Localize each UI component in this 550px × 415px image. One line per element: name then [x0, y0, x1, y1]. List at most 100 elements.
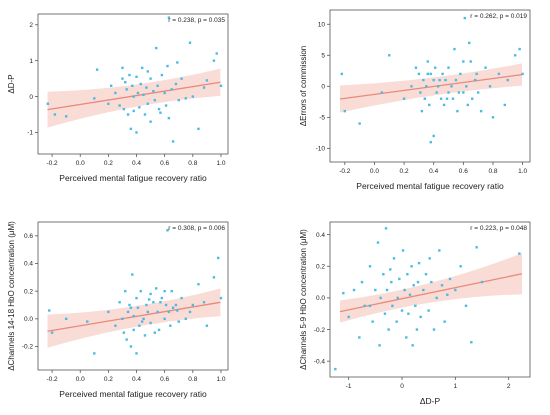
- data-point: [202, 86, 206, 89]
- data-point: [384, 227, 388, 230]
- data-point: [352, 288, 356, 292]
- data-point: [358, 336, 361, 339]
- data-point: [149, 120, 152, 123]
- data-point: [131, 273, 134, 276]
- data-point: [459, 265, 462, 268]
- data-point: [129, 345, 133, 348]
- data-point: [138, 324, 141, 327]
- data-point: [456, 109, 459, 113]
- data-point: [491, 116, 495, 119]
- data-point: [435, 296, 438, 300]
- stats-annotation: r = 0.262, p = 0.019: [470, 13, 527, 20]
- data-point: [410, 85, 413, 88]
- data-point: [426, 60, 429, 63]
- data-point: [374, 288, 377, 292]
- data-point: [188, 41, 192, 44]
- data-point: [131, 84, 134, 87]
- x-tick-label: 2: [507, 383, 511, 390]
- x-tick-label: -0.2: [46, 160, 58, 167]
- x-tick-label: 0.8: [188, 160, 197, 167]
- x-tick-label: 1.0: [518, 168, 527, 175]
- data-point: [424, 272, 428, 276]
- data-point: [450, 85, 453, 88]
- data-point: [132, 95, 135, 98]
- data-point: [408, 293, 412, 296]
- data-point: [415, 328, 419, 331]
- data-point: [149, 292, 152, 296]
- y-tick-label: -0.4: [314, 358, 326, 365]
- data-point: [468, 41, 471, 45]
- data-point: [433, 66, 437, 69]
- data-point: [157, 107, 161, 111]
- data-point: [518, 252, 521, 255]
- data-point: [122, 331, 126, 334]
- panel-bottom-right: -1 0 1 2 -0.4 -0.2 0.0 0.2 0.4 r = 0.223, p = 0.0…: [299, 221, 531, 406]
- data-point: [140, 320, 144, 323]
- data-point: [197, 283, 200, 286]
- data-point: [205, 79, 209, 82]
- stats-annotation: r = 0.308, p = 0.006: [168, 225, 225, 232]
- data-point: [479, 109, 483, 113]
- x-tick-label: 0.0: [76, 160, 85, 167]
- data-point: [422, 288, 425, 292]
- data-point: [177, 320, 180, 323]
- y-tick-label: -1: [27, 130, 33, 137]
- data-point: [470, 341, 473, 344]
- data-point: [122, 107, 126, 111]
- data-point: [114, 324, 117, 327]
- data-point: [521, 72, 524, 76]
- data-point: [167, 16, 171, 19]
- data-point: [149, 77, 152, 80]
- y-axis-label: ΔErrors of commission: [299, 46, 308, 126]
- data-point: [376, 241, 380, 244]
- x-tick-label: 0.6: [160, 160, 169, 167]
- data-point: [476, 91, 480, 94]
- data-point: [488, 85, 492, 88]
- data-point: [379, 296, 382, 300]
- y-tick-label: -10: [316, 146, 326, 153]
- y-tick-label: 0.6: [24, 233, 33, 240]
- panel-top-left: -0.2 0.0 0.2 0.4 0.6 0.8 1.0 -1 0 1 2 r = 0.238, p …: [7, 13, 229, 183]
- data-point: [107, 102, 110, 105]
- data-point: [405, 336, 408, 339]
- data-point: [343, 109, 347, 113]
- data-point: [93, 97, 96, 100]
- x-tick-label: 0.8: [188, 376, 197, 383]
- data-point: [147, 298, 151, 301]
- y-tick-label: -0.2: [22, 344, 34, 351]
- data-point: [50, 331, 54, 334]
- y-tick-label: 0: [29, 94, 33, 101]
- confidence-band: [47, 68, 221, 128]
- y-tick-label: -0.2: [314, 327, 326, 334]
- data-point: [118, 104, 121, 107]
- data-point: [407, 312, 410, 315]
- x-tick-label: 1.0: [216, 376, 225, 383]
- data-point: [342, 291, 345, 295]
- data-point: [412, 284, 415, 287]
- y-tick-label: 1: [29, 58, 33, 65]
- data-point: [86, 320, 89, 323]
- data-point: [155, 287, 158, 290]
- data-point: [139, 289, 142, 293]
- x-tick-label: 1.0: [216, 160, 225, 167]
- x-tick-label: 0.0: [76, 376, 85, 383]
- data-point: [160, 73, 164, 77]
- data-point: [506, 78, 509, 82]
- data-point: [389, 268, 392, 271]
- data-point: [454, 288, 457, 292]
- data-point: [135, 352, 138, 355]
- plot-frame: [329, 221, 531, 378]
- data-point: [164, 303, 168, 307]
- data-point: [176, 61, 179, 64]
- data-point: [414, 66, 418, 69]
- data-point: [156, 84, 159, 87]
- data-point: [417, 261, 421, 265]
- y-tick-label: 10: [318, 21, 326, 28]
- data-point: [400, 309, 404, 312]
- data-point: [180, 296, 183, 300]
- regression-line: [339, 73, 523, 100]
- data-point: [121, 77, 124, 80]
- data-point: [219, 84, 223, 87]
- data-point: [146, 70, 149, 73]
